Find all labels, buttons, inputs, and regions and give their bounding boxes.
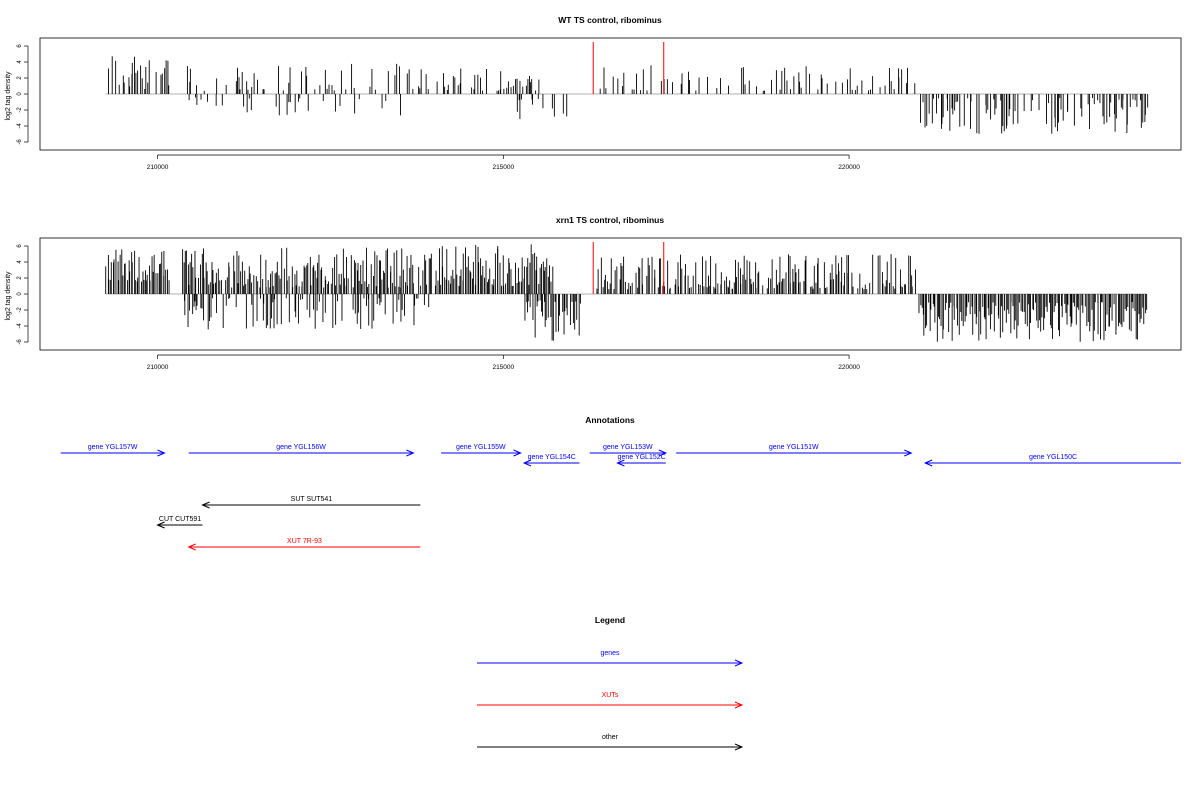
xrn1-y-tick-label: 4	[17, 260, 23, 264]
wt-track-x-axis: 210000 215000 220000	[147, 154, 860, 171]
xrn1-y-tick-label: 6	[17, 244, 23, 248]
xrn1-y-tick-label: -4	[17, 323, 23, 329]
feature-arrow-head	[157, 449, 166, 457]
xrn1-track-plot-frame	[39, 237, 1182, 351]
wt-y-tick-label: -4	[17, 123, 23, 129]
feature-label: gene YGL152C	[618, 454, 666, 461]
feature-label: SUT SUT541	[291, 496, 333, 503]
wt-track-highlights	[592, 42, 665, 94]
wt-y-tick-label: 6	[17, 44, 23, 48]
legend-title: Legend	[595, 615, 625, 625]
xrn1-track-highlights	[592, 242, 665, 294]
feature-label: gene YGL157W	[88, 444, 138, 451]
wt-x-tick-label: 210000	[147, 164, 169, 171]
wt-track-panel: WT TS control, ribominus log2 tag densit…	[5, 15, 1182, 171]
feature-arrow-head	[201, 501, 210, 509]
wt-y-tick-label: 0	[17, 92, 23, 96]
wt-x-tick-label: 215000	[492, 164, 514, 171]
legend-arrow-head	[734, 659, 744, 667]
feature-label: gene YGL153W	[603, 444, 653, 451]
annotation-features: gene YGL157W gene YGL156W gene YGL155W gene…	[60, 444, 1181, 551]
feature-arrow-head	[904, 449, 913, 457]
xrn1-x-tick-label: 210000	[147, 364, 169, 371]
legend-label: genes	[600, 650, 620, 657]
xrn1-y-tick-label: 0	[17, 292, 23, 296]
xrn1-y-tick-label: -6	[17, 339, 23, 345]
legend-label: XUTs	[602, 692, 619, 699]
wt-track-title: WT TS control, ribominus	[558, 15, 662, 25]
legend-label: other	[602, 734, 619, 741]
annotations-title: Annotations	[585, 415, 635, 425]
xrn1-track-panel: xrn1 TS control, ribominus log2 tag dens…	[5, 215, 1182, 371]
feature-arrow-head	[156, 521, 165, 529]
xrn1-y-tick-label: -2	[17, 307, 23, 313]
legend-panel: Legend genes XUTs other	[477, 615, 744, 751]
feature-arrow-head	[616, 459, 625, 467]
legend-items: genes XUTs other	[477, 650, 744, 751]
wt-y-tick-label: -2	[17, 107, 23, 113]
xrn1-x-tick-label: 220000	[838, 364, 860, 371]
xrn1-x-tick-label: 215000	[492, 364, 514, 371]
feature-label: CUT CUT591	[159, 516, 201, 523]
wt-x-tick-label: 220000	[838, 164, 860, 171]
feature-label: gene YGL151W	[769, 444, 819, 451]
feature-label: gene YGL156W	[276, 444, 326, 451]
wt-track-y-axis: 6 4 2 0 -2 -4 -6	[17, 44, 29, 145]
wt-y-tick-label: 4	[17, 60, 23, 64]
xrn1-track-y-axis: 6 4 2 0 -2 -4 -6	[17, 244, 29, 345]
legend-arrow-head	[734, 743, 744, 751]
feature-arrow-head	[406, 449, 415, 457]
wt-track-bars	[108, 56, 1149, 134]
legend-arrow-head	[734, 701, 744, 709]
feature-label: gene YGL150C	[1029, 454, 1077, 461]
feature-arrow-head	[658, 449, 668, 457]
feature-arrow-head	[513, 449, 522, 457]
xrn1-track-title: xrn1 TS control, ribominus	[556, 215, 664, 225]
feature-label: gene YGL154C	[528, 454, 576, 461]
xrn1-track-bars	[105, 244, 1148, 342]
xrn1-y-tick-label: 2	[17, 276, 23, 280]
wt-y-tick-label: 2	[17, 76, 23, 80]
feature-label: gene YGL155W	[456, 444, 506, 451]
annotations-panel: Annotations gene YGL157W gene YGL156W gene…	[60, 415, 1181, 551]
wt-track-ylabel: log2 tag density	[5, 71, 12, 121]
feature-label: XUT 7R-93	[287, 538, 322, 545]
feature-arrow-head	[187, 543, 196, 551]
xrn1-track-ylabel: log2 tag density	[5, 271, 12, 321]
xrn1-track-x-axis: 210000 215000 220000	[147, 354, 860, 371]
wt-y-tick-label: -6	[17, 139, 23, 145]
feature-arrow-head	[923, 459, 933, 467]
feature-arrow-head	[522, 459, 532, 467]
wt-track-plot-frame	[39, 37, 1182, 151]
